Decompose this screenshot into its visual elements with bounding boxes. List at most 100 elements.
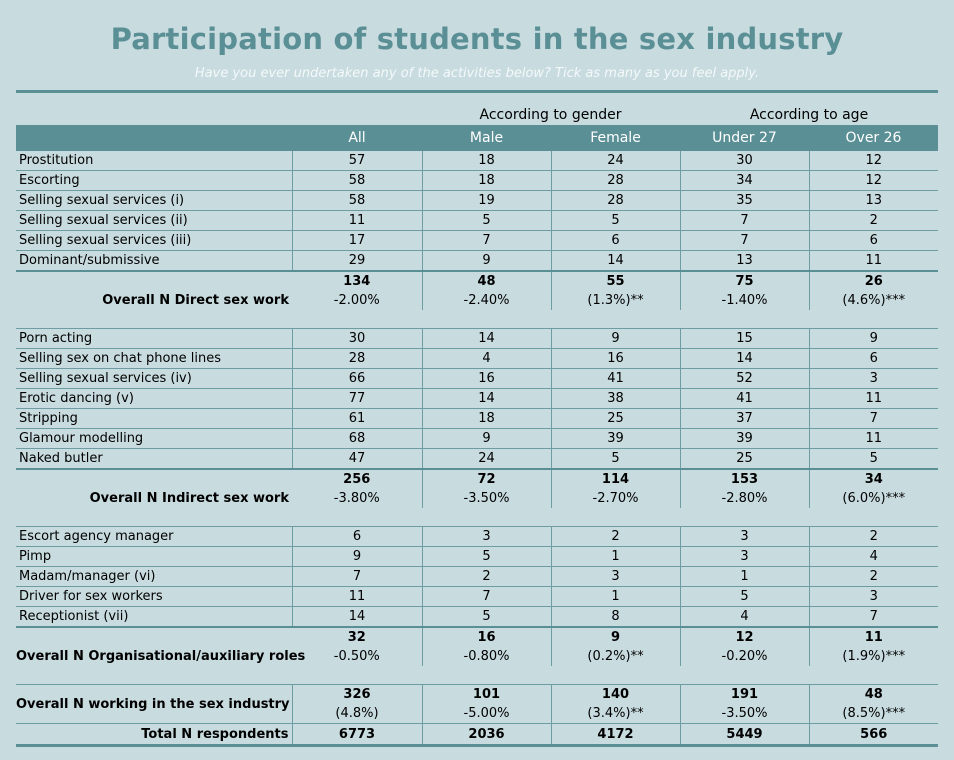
header-cell-male: Male [422, 125, 551, 151]
section-gap-row [16, 508, 938, 527]
overall-count-cell: 101 [422, 684, 552, 704]
overall-count-cell: 140 [551, 684, 681, 704]
table-frame: According to gender According to age All… [16, 90, 938, 747]
table-cell: 9 [292, 546, 423, 567]
top-rule [16, 90, 938, 93]
table-row: Madam/manager (vi) 7 2 3 1 2 [16, 566, 938, 587]
summary-pct-cell: (1.3%)** [551, 291, 681, 310]
summary-pct-row: Overall N Direct sex work -2.00% -2.40% (1.… [16, 291, 938, 310]
table-cell: 5 [422, 606, 552, 628]
overall-pct-row: (4.8%) -5.00% (3.4%)** -3.50% (8.5%)*** [16, 704, 938, 724]
row-label: Dominant/submissive [16, 250, 293, 272]
header-cell-under-27: Under 27 [680, 125, 809, 151]
table-cell: 18 [422, 170, 552, 191]
row-label: Selling sexual services (iv) [16, 368, 293, 389]
summary-pct-cell: -2.80% [680, 489, 810, 508]
table-cell: 39 [680, 428, 810, 449]
table-cell: 16 [422, 368, 552, 389]
table-cell: 37 [680, 408, 810, 429]
table-row: Porn acting 30 14 9 15 9 [16, 328, 938, 349]
summary-pct-cell: (4.6%)*** [842, 293, 906, 308]
table-row: Naked butler 47 24 5 25 5 [16, 448, 938, 470]
table-cell: 58 [292, 170, 423, 191]
table-cell: 12 [809, 151, 938, 171]
summary-label: Overall N Direct sex work [102, 293, 289, 308]
summary-count-cell: 34 [809, 468, 938, 489]
table-cell: 9 [551, 328, 681, 349]
table-row: Escort agency manager 6 3 2 3 2 [16, 526, 938, 547]
column-group-row: According to gender According to age [16, 93, 938, 125]
table-cell: 5 [422, 210, 552, 231]
table-cell: 30 [292, 328, 423, 349]
total-cell: 4172 [551, 723, 681, 747]
table-cell: 34 [680, 170, 810, 191]
gap-cell [680, 666, 809, 685]
table-cell: 6 [809, 348, 938, 369]
row-label: Erotic dancing (v) [16, 388, 293, 409]
summary-pct-cell: (1.9%)*** [842, 649, 906, 664]
table-cell: 57 [292, 151, 423, 171]
table-cell: 6 [551, 230, 681, 251]
table-cell: 1 [551, 546, 681, 567]
table-row: Prostitution 57 18 24 30 12 [16, 151, 938, 171]
table-row: Glamour modelling 68 9 39 39 11 [16, 428, 938, 449]
row-label: Escort agency manager [16, 526, 293, 547]
table-cell: 2 [551, 526, 681, 547]
row-label: Prostitution [16, 151, 293, 171]
table-cell: 39 [551, 428, 681, 449]
header-cell [16, 125, 292, 151]
table-cell: 7 [809, 606, 938, 628]
summary-pct-row: Overall N Organisational/auxiliary roles… [16, 647, 938, 666]
overall-pct-cell: -3.50% [680, 704, 810, 724]
table-cell: 19 [422, 190, 552, 211]
table-cell: 9 [809, 328, 938, 349]
overall-pct-cell: (4.8%) [292, 704, 423, 724]
summary-count-cell: 153 [680, 468, 810, 489]
table-cell: 14 [680, 348, 810, 369]
table-cell: 2 [809, 210, 938, 231]
table-cell: 1 [551, 586, 681, 607]
table-cell: 13 [809, 190, 938, 211]
chart-title: Participation of students in the sex ind… [110, 22, 844, 56]
summary-count-cell: 32 [292, 626, 423, 647]
gap-cell [16, 508, 292, 527]
table-cell: 7 [680, 210, 810, 231]
table-cell: 7 [422, 586, 552, 607]
table-cell: 11 [292, 210, 423, 231]
table-cell: 3 [680, 546, 810, 567]
table-cell: 16 [551, 348, 681, 369]
table-cell: 5 [422, 546, 552, 567]
summary-pct-cell: -2.70% [551, 489, 681, 508]
table-row: Selling sexual services (iii) 17 7 6 7 6 [16, 230, 938, 251]
table-cell: 41 [551, 368, 681, 389]
summary-pct-cell: -3.50% [422, 489, 552, 508]
summary-pct-cell: (6.0%)*** [842, 491, 906, 506]
table-cell: 14 [292, 606, 423, 628]
table-cell: 5 [809, 448, 938, 470]
summary-label: Overall N Organisational/auxiliary roles [16, 649, 306, 664]
gap-cell [16, 310, 292, 329]
table-row: Selling sexual services (i) 58 19 28 35 13 [16, 190, 938, 211]
gap-cell [292, 508, 422, 527]
table-cell: 5 [551, 210, 681, 231]
gap-cell [16, 666, 292, 685]
row-label: Selling sex on chat phone lines [16, 348, 293, 369]
summary-label: Overall N Indirect sex work [89, 491, 289, 506]
table-cell: 12 [809, 170, 938, 191]
table-cell: 18 [422, 151, 552, 171]
chart-subtitle: Have you ever undertaken any of the acti… [194, 66, 760, 81]
row-label: Selling sexual services (i) [16, 190, 293, 211]
summary-count-cell: 256 [292, 468, 423, 489]
table-cell: 25 [551, 408, 681, 429]
table-cell: 13 [680, 250, 810, 272]
total-cell: 566 [809, 723, 938, 747]
summary-pct-cell: -3.80% [292, 489, 423, 508]
total-label: Total N respondents [16, 723, 293, 747]
table-cell: 7 [292, 566, 423, 587]
summary-count-cell: 16 [422, 626, 552, 647]
table-cell: 28 [292, 348, 423, 369]
table-cell: 14 [422, 388, 552, 409]
summary-pct-cell: -0.20% [680, 647, 810, 666]
total-cell: 2036 [422, 723, 552, 747]
table-cell: 3 [551, 566, 681, 587]
